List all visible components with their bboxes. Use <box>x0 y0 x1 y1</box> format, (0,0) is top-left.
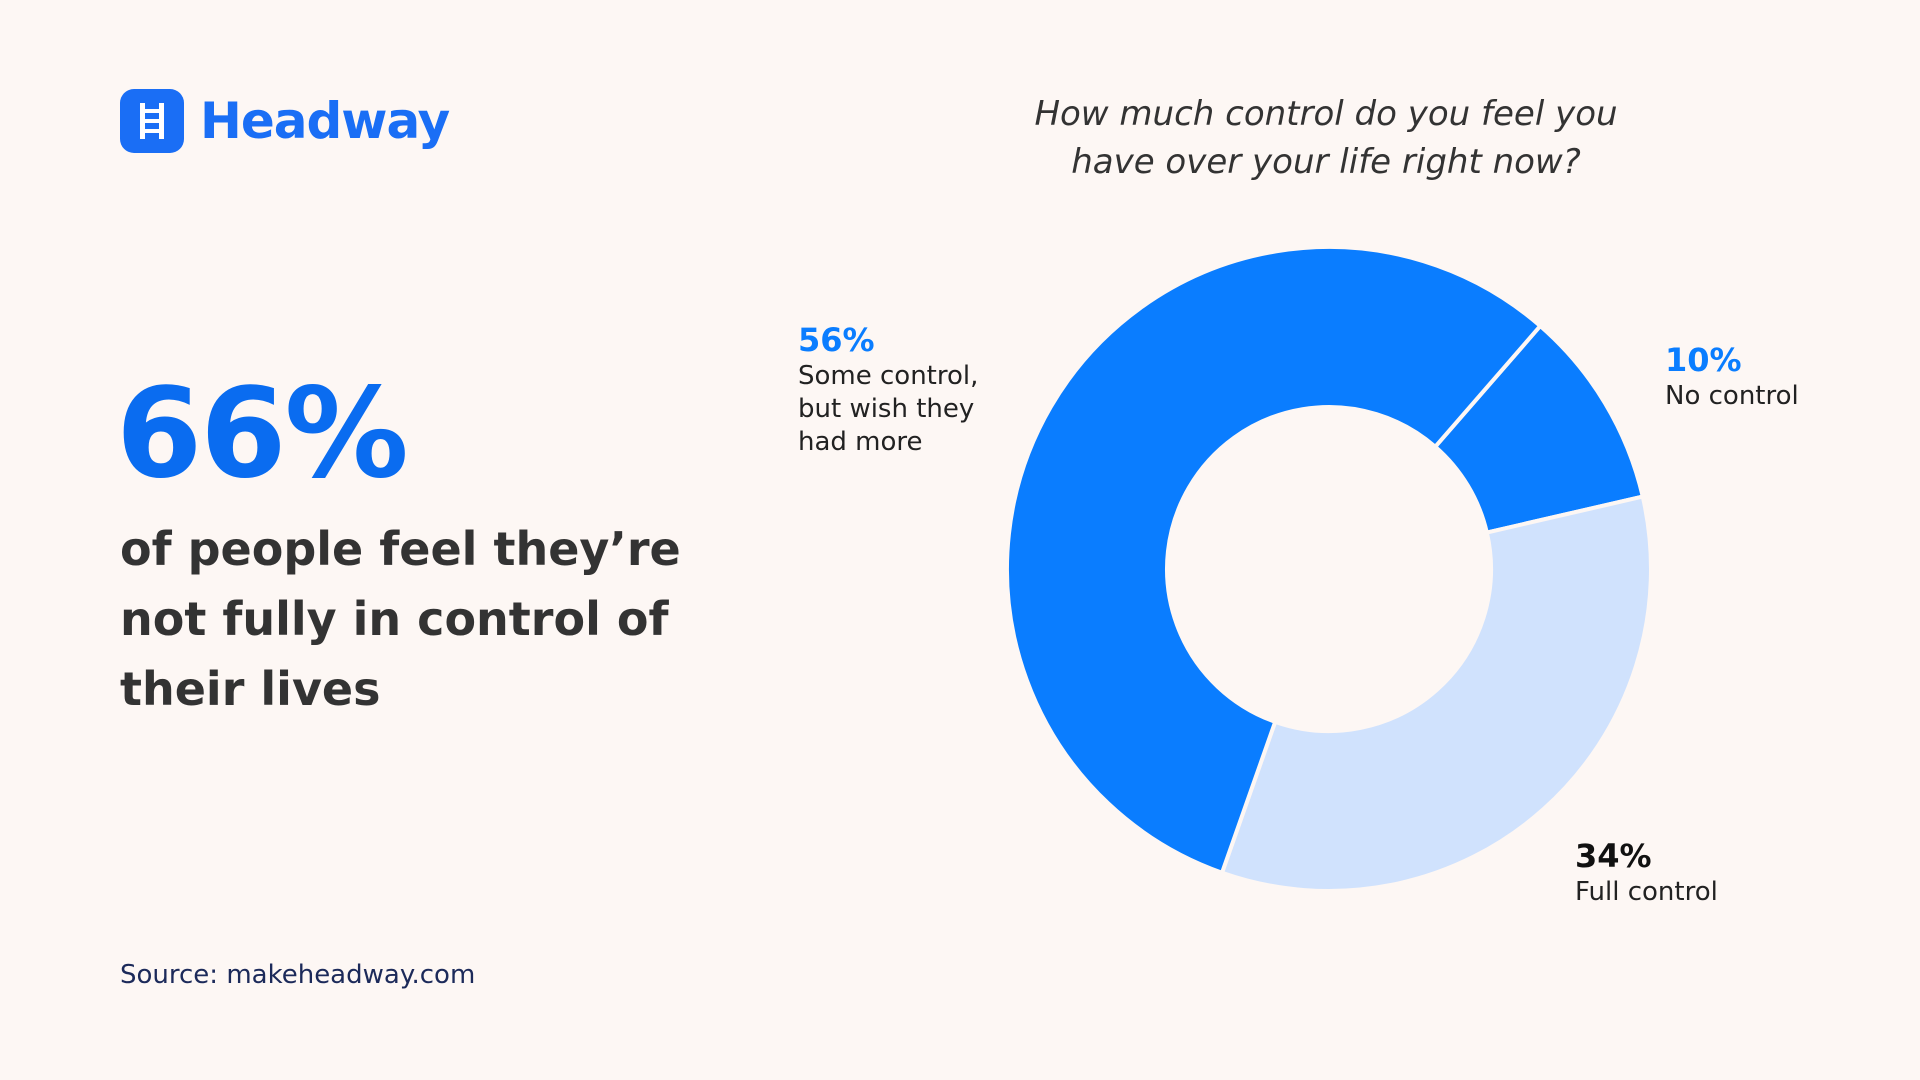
donut-segment <box>1005 245 1543 875</box>
logo-icon <box>120 89 184 153</box>
value-label: 56% <box>798 321 875 359</box>
category-label: Some control, but wish they had more <box>798 361 979 457</box>
segment-label: 34% Full control <box>1575 836 1835 909</box>
category-label: No control <box>1665 381 1799 411</box>
brand-name: Headway <box>200 92 450 150</box>
segment-label: 10% No control <box>1665 340 1920 413</box>
category-label: Full control <box>1575 877 1718 907</box>
headline-stat: 66% <box>116 362 409 506</box>
headline-text: of people feel they’re not fully in cont… <box>120 522 681 716</box>
value-label: 34% <box>1575 837 1652 875</box>
segment-label: 56% Some control, but wish they had more <box>798 320 998 459</box>
value-label: 10% <box>1665 341 1742 379</box>
source: Source: makeheadway.com <box>120 960 476 990</box>
chart-title: How much control do you feel you have ov… <box>1034 94 1618 182</box>
donut-segment <box>1220 494 1654 893</box>
